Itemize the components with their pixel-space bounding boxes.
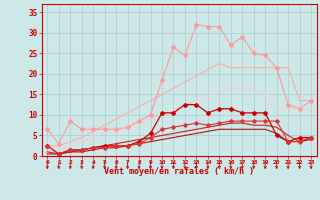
X-axis label: Vent moyen/en rafales ( km/h ): Vent moyen/en rafales ( km/h ) xyxy=(104,167,254,176)
